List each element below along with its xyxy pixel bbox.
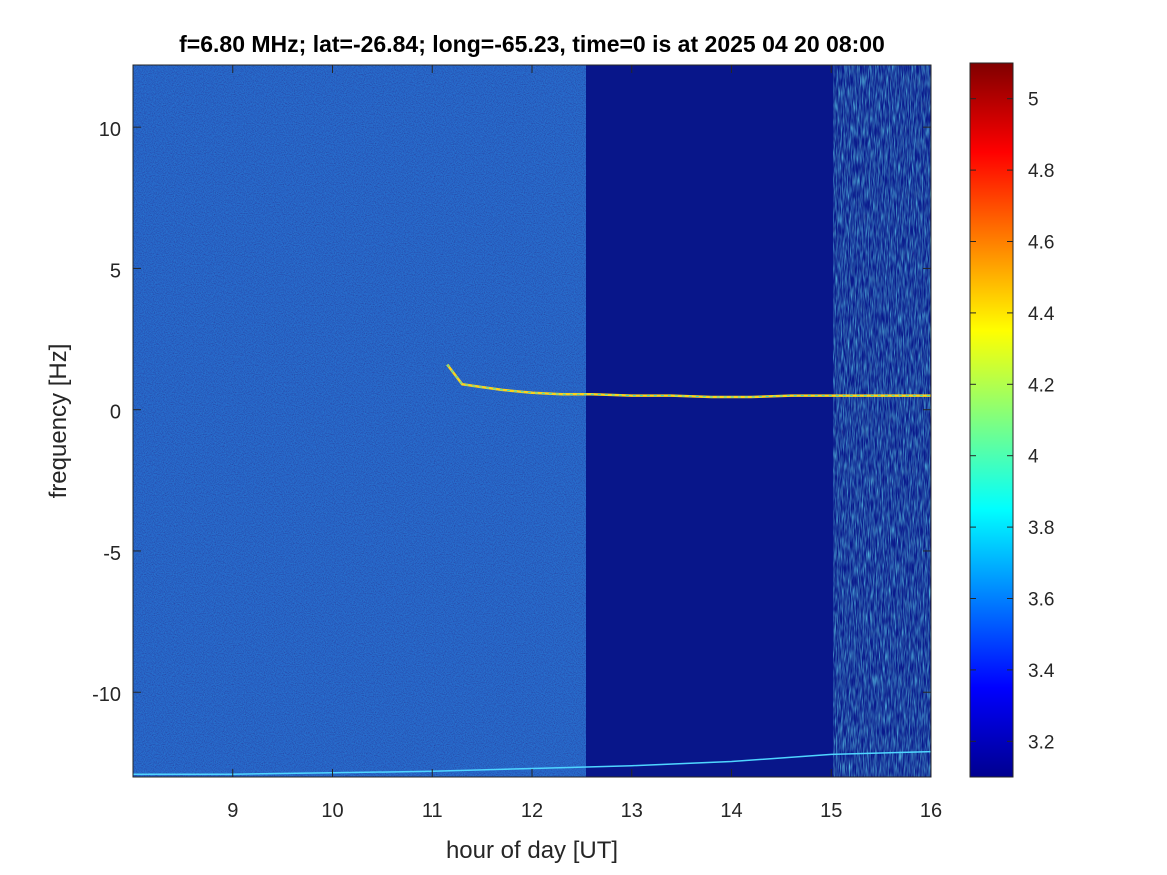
noise-texture-left <box>133 65 586 777</box>
colorbar-tick-label: 5 <box>1028 90 1039 111</box>
y-tick-label: -5 <box>103 543 121 565</box>
doppler-trace-highlight <box>446 364 931 398</box>
x-tick-label: 9 <box>227 800 238 822</box>
colorbar-tick-label: 4.2 <box>1028 375 1054 396</box>
y-tick-label: 10 <box>99 119 121 141</box>
y-axis-label: frequency [Hz] <box>45 344 72 499</box>
colorbar <box>969 62 1014 778</box>
low-frequency-trace-line <box>133 750 931 775</box>
x-tick-label: 14 <box>720 800 742 822</box>
x-tick-label: 10 <box>321 800 343 822</box>
colorbar-tick-label: 3.8 <box>1028 518 1054 539</box>
y-tick-label: 0 <box>110 402 121 424</box>
x-tick-label: 11 <box>422 800 443 822</box>
y-tick-label: -10 <box>92 684 121 706</box>
trace-marks <box>133 363 931 775</box>
quiet-band <box>586 65 833 777</box>
x-tick-label: 16 <box>920 800 942 822</box>
plot-area <box>133 65 931 777</box>
x-tick-label: 15 <box>820 800 842 822</box>
y-axis-ticks: 10 5 0 -5 -10 <box>92 119 931 706</box>
x-tick-label: 13 <box>621 800 643 822</box>
noise-texture-right <box>833 65 931 777</box>
chart-title: f=6.80 MHz; lat=-26.84; long=-65.23, tim… <box>179 31 885 57</box>
colorbar-tick-label: 4.8 <box>1028 161 1054 182</box>
x-axis-label: hour of day [UT] <box>446 837 618 864</box>
colorbar-ticks: 5 4.8 4.6 4.4 4.2 4 3.8 3.6 3.4 3.2 <box>970 90 1055 753</box>
colorbar-tick-label: 4.4 <box>1028 304 1055 325</box>
y-tick-label: 5 <box>110 260 121 282</box>
colorbar-tick-label: 4 <box>1028 447 1039 468</box>
colorbar-tick-label: 3.6 <box>1028 590 1054 611</box>
colorbar-tick-label: 3.2 <box>1028 732 1054 753</box>
x-axis-ticks: 9 10 11 12 13 14 15 16 <box>227 65 942 822</box>
x-tick-label: 12 <box>521 800 543 822</box>
colorbar-tick-label: 4.6 <box>1028 233 1054 254</box>
colorbar-tick-label: 3.4 <box>1028 661 1055 682</box>
